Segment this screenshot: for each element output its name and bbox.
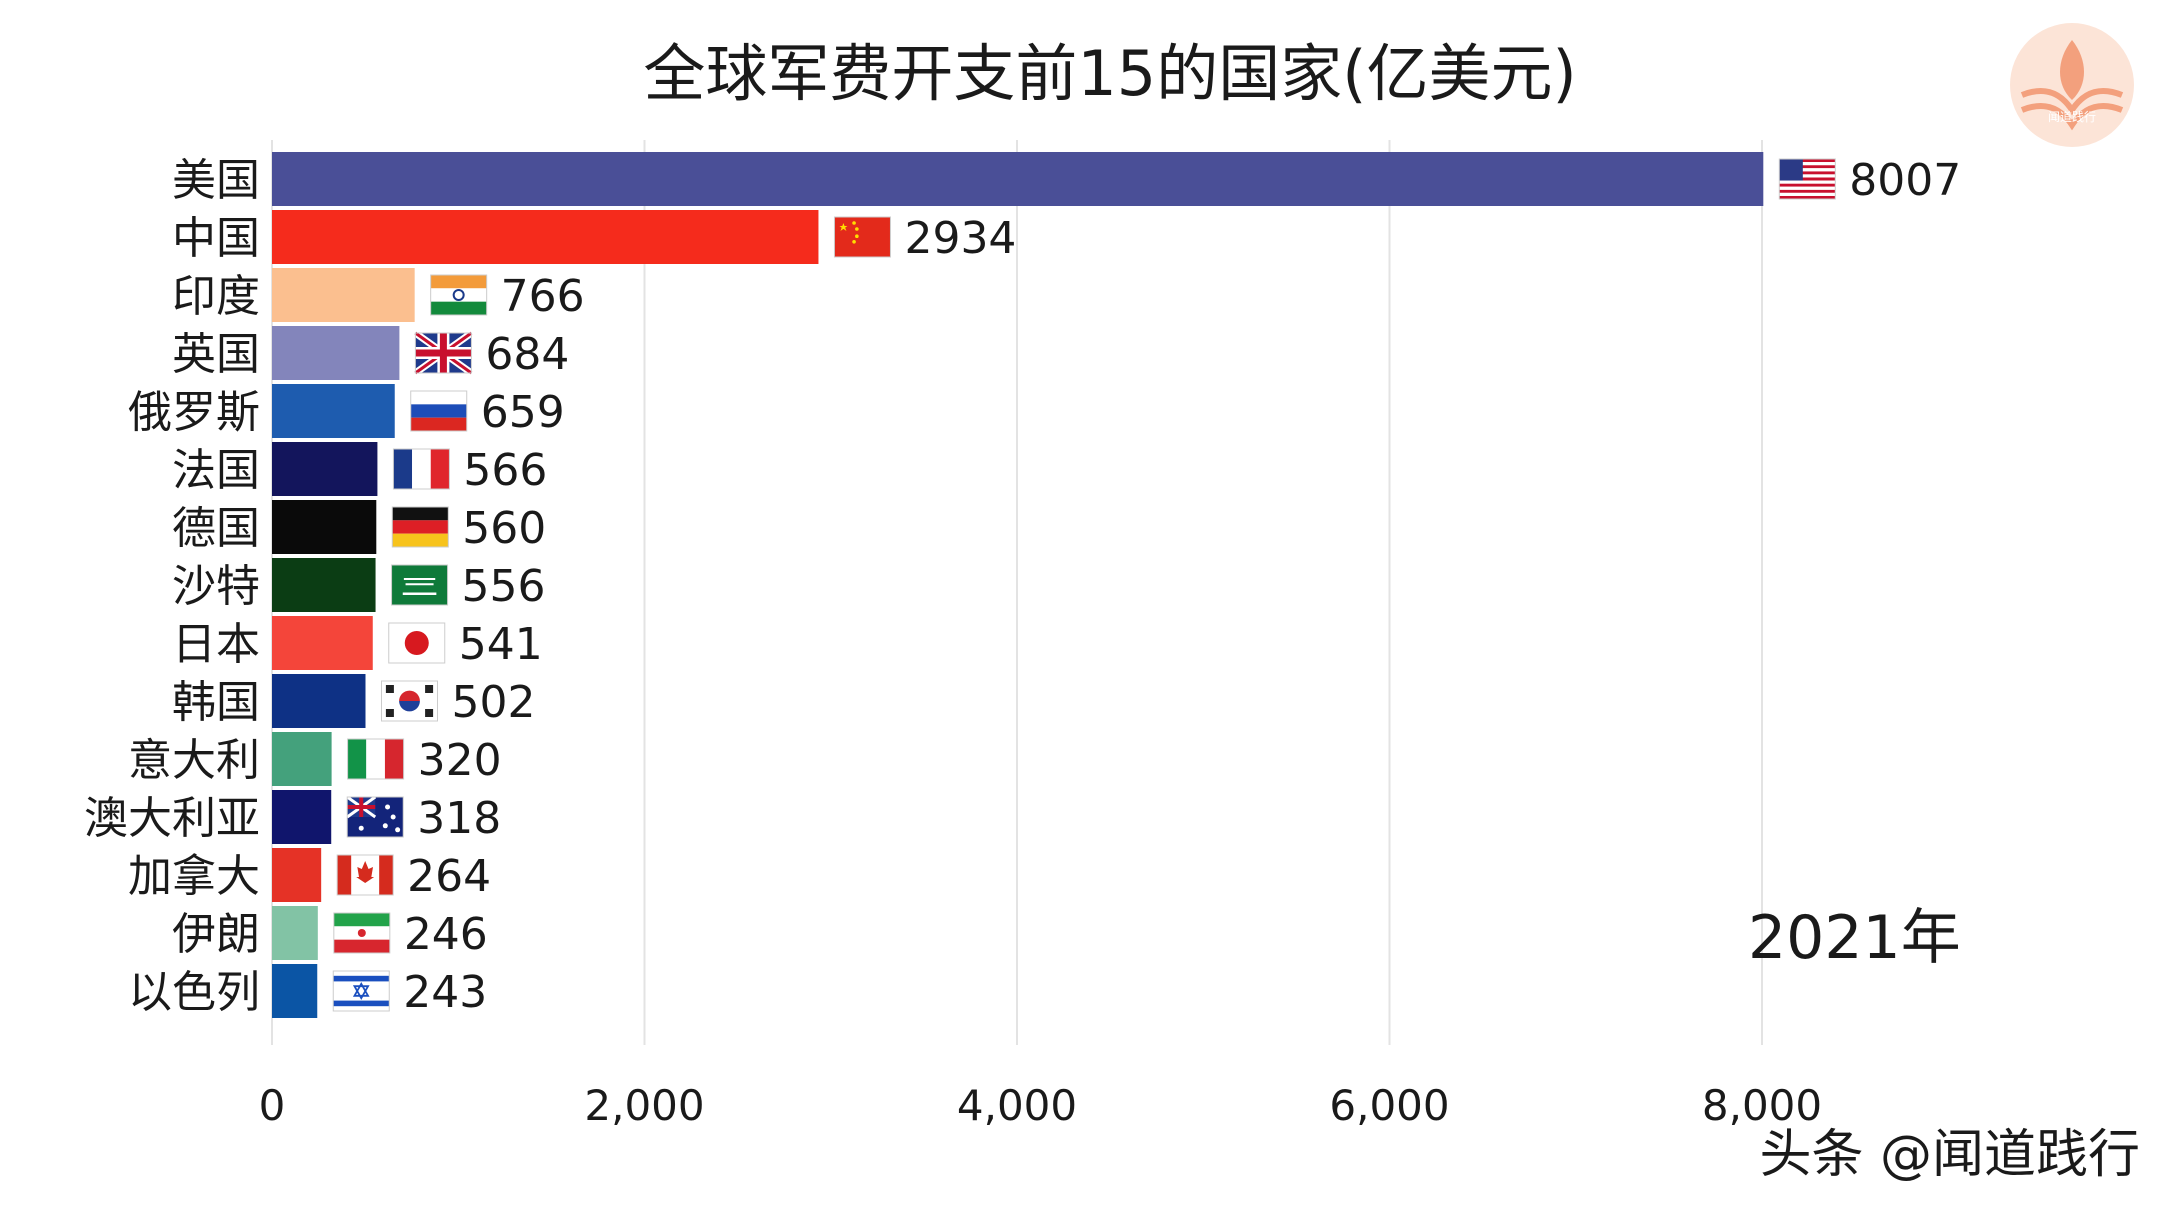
year-label: 2021年 (1748, 903, 1961, 973)
category-label: 俄罗斯 (128, 387, 260, 438)
value-label: 318 (417, 793, 501, 844)
value-label: 243 (403, 967, 487, 1018)
ru-flag-icon (410, 390, 468, 432)
category-label: 日本 (172, 619, 260, 670)
in-flag-icon (430, 274, 488, 316)
bar (272, 558, 376, 612)
value-label: 766 (501, 271, 585, 322)
category-label: 中国 (172, 213, 260, 264)
logo: 闻道践行 (2010, 23, 2134, 147)
bar (272, 500, 377, 554)
bar (272, 964, 318, 1018)
gb-flag-icon (413, 330, 474, 376)
bar (272, 616, 373, 670)
lotus-book-logo-icon (2010, 23, 2134, 147)
category-label: 印度 (172, 271, 260, 322)
ca-flag-icon (336, 854, 394, 896)
bar (272, 732, 332, 786)
logo-text: 闻道践行 (2048, 110, 2096, 124)
category-label: 沙特 (172, 561, 260, 612)
category-label: 以色列 (128, 967, 260, 1018)
bar (272, 674, 366, 728)
x-tick-label: 8,000 (1702, 1081, 1822, 1130)
cn-flag-icon (833, 216, 891, 258)
category-label: 美国 (172, 155, 260, 206)
value-labels: 8007 2934 766 684 659 566 560 556 541 502 320 318 26… (403, 155, 1961, 1018)
category-label: 韩国 (172, 677, 260, 728)
category-label: 加拿大 (128, 851, 260, 902)
category-label: 澳大利亚 (84, 793, 260, 844)
ir-flag-icon (333, 912, 391, 954)
value-label: 246 (404, 909, 488, 960)
us-flag-icon (1778, 158, 1836, 200)
bar (272, 152, 1764, 206)
au-flag-icon (346, 795, 404, 838)
category-label: 英国 (172, 329, 260, 380)
sa-flag-icon (391, 564, 449, 606)
value-label: 556 (462, 561, 546, 612)
fr-flag-icon (392, 448, 450, 490)
x-tick-label: 6,000 (1329, 1081, 1449, 1130)
category-label: 德国 (172, 503, 260, 554)
il-flag-icon (332, 970, 390, 1012)
bar (272, 326, 400, 380)
flags (332, 158, 1836, 1012)
value-label: 560 (462, 503, 546, 554)
x-tick-label: 2,000 (584, 1081, 704, 1130)
bar (272, 848, 322, 902)
value-label: 2934 (904, 213, 1016, 264)
bars (272, 152, 1764, 1018)
value-label: 541 (459, 619, 543, 670)
category-label: 法国 (172, 445, 260, 496)
value-label: 684 (485, 329, 569, 380)
bar (272, 906, 318, 960)
x-tick-label: 0 (259, 1081, 286, 1130)
bar (272, 268, 415, 322)
value-label: 264 (407, 851, 491, 902)
bar (272, 210, 819, 264)
de-flag-icon (391, 506, 449, 548)
category-label: 意大利 (128, 735, 260, 786)
bar (272, 384, 395, 438)
value-label: 502 (451, 677, 535, 728)
bar (272, 442, 378, 496)
value-label: 8007 (1849, 155, 1961, 206)
chart-title: 全球军费开支前15的国家(亿美元) (643, 37, 1576, 110)
kr-flag-icon (380, 680, 438, 722)
bar (272, 790, 332, 844)
watermark-text: 头条 @闻道践行 (1759, 1125, 2140, 1185)
it-flag-icon (347, 738, 405, 780)
x-axis-ticks: 0 2,000 4,000 6,000 8,000 (259, 1081, 1822, 1130)
value-label: 566 (463, 445, 547, 496)
value-label: 320 (418, 735, 502, 786)
category-label: 伊朗 (172, 909, 260, 960)
x-tick-label: 4,000 (957, 1081, 1077, 1130)
value-label: 659 (481, 387, 565, 438)
jp-flag-icon (388, 622, 446, 664)
